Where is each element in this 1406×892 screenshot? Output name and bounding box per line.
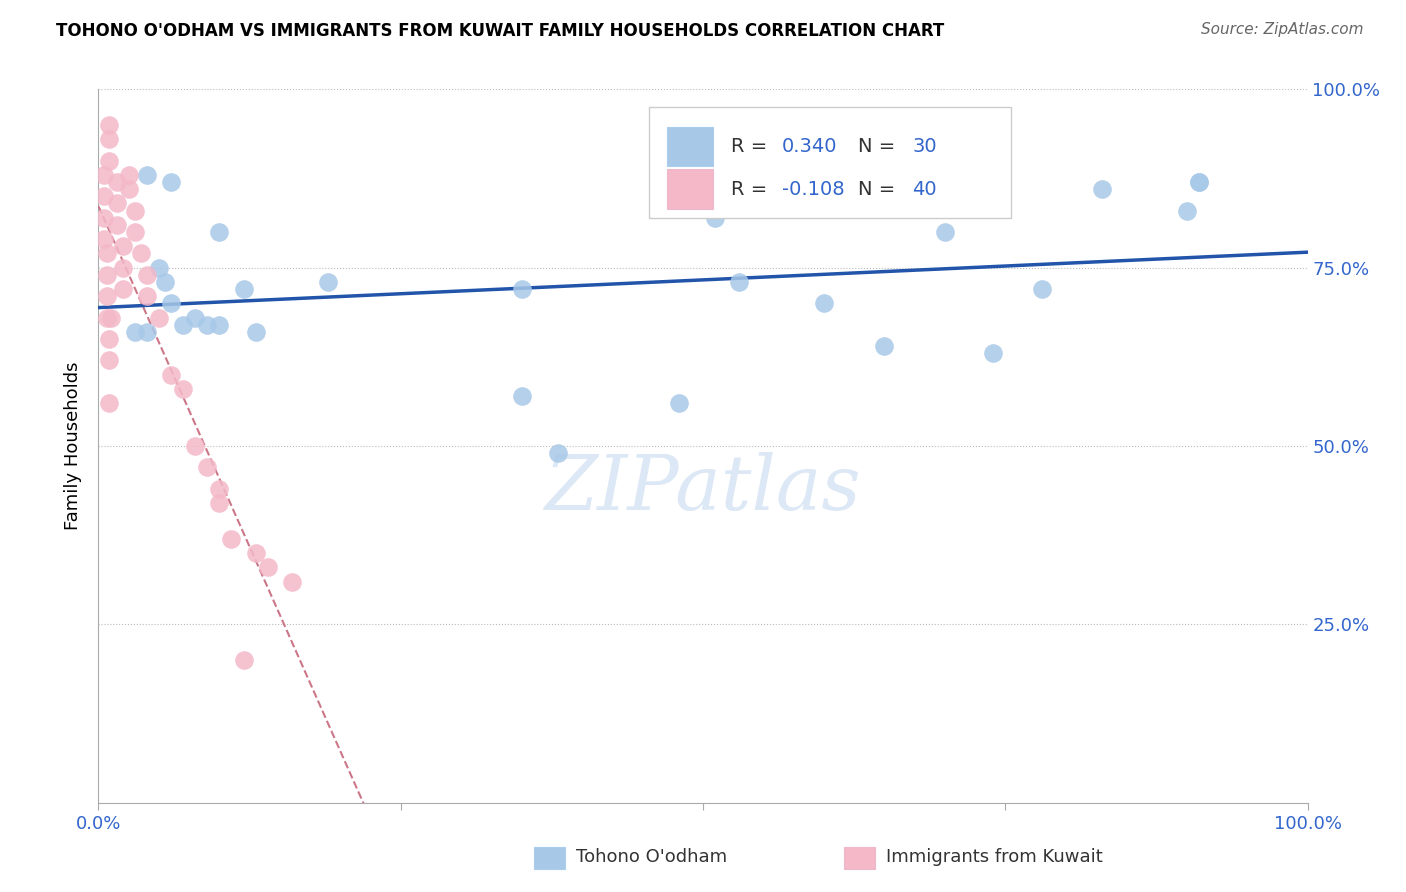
Point	[93, 211, 115, 225]
Point	[98, 353, 121, 368]
Point	[208, 318, 231, 332]
Point	[195, 318, 218, 332]
Text: Immigrants from Kuwait: Immigrants from Kuwait	[886, 848, 1102, 866]
Point	[208, 225, 231, 239]
Point	[111, 260, 134, 275]
Point	[135, 268, 157, 282]
Point	[160, 296, 183, 310]
Text: ZIPatlas: ZIPatlas	[544, 452, 862, 525]
Point	[172, 382, 194, 396]
Text: 0.340: 0.340	[782, 136, 837, 156]
Point	[96, 268, 118, 282]
Text: Tohono O'odham: Tohono O'odham	[576, 848, 727, 866]
Text: Source: ZipAtlas.com: Source: ZipAtlas.com	[1201, 22, 1364, 37]
Point	[129, 246, 152, 260]
Point	[728, 275, 751, 289]
Point	[195, 460, 218, 475]
Point	[96, 289, 118, 303]
Text: N =: N =	[858, 179, 901, 199]
Point	[245, 546, 267, 560]
Point	[1175, 203, 1198, 218]
Point	[981, 346, 1004, 360]
Point	[184, 439, 207, 453]
Point	[510, 389, 533, 403]
Point	[1091, 182, 1114, 196]
Point	[160, 175, 183, 189]
Point	[98, 332, 121, 346]
Point	[221, 532, 243, 546]
Point	[98, 118, 121, 132]
Point	[124, 225, 146, 239]
Point	[1188, 175, 1211, 189]
Point	[232, 282, 254, 296]
Point	[118, 168, 141, 182]
Point	[148, 260, 170, 275]
Point	[153, 275, 176, 289]
Point	[316, 275, 339, 289]
Point	[245, 325, 267, 339]
Point	[510, 282, 533, 296]
Text: R =: R =	[731, 136, 773, 156]
Point	[1188, 175, 1211, 189]
Y-axis label: Family Households: Family Households	[65, 362, 83, 530]
Bar	[648, 107, 1011, 218]
Point	[813, 296, 835, 310]
Text: 30: 30	[912, 136, 936, 156]
Point	[100, 310, 122, 325]
Point	[184, 310, 207, 325]
Point	[172, 318, 194, 332]
Point	[98, 132, 121, 146]
Point	[135, 168, 157, 182]
Point	[208, 496, 231, 510]
Point	[704, 211, 727, 225]
Text: R =: R =	[731, 179, 773, 199]
Point	[148, 310, 170, 325]
Point	[124, 203, 146, 218]
Point	[1031, 282, 1053, 296]
Point	[124, 325, 146, 339]
Text: 40: 40	[912, 179, 936, 199]
Point	[668, 396, 690, 410]
Point	[93, 189, 115, 203]
Point	[96, 310, 118, 325]
Point	[934, 225, 956, 239]
Point	[547, 446, 569, 460]
Point	[105, 218, 128, 232]
Point	[96, 246, 118, 260]
Point	[111, 239, 134, 253]
Point	[93, 168, 115, 182]
Point	[105, 196, 128, 211]
Text: TOHONO O'ODHAM VS IMMIGRANTS FROM KUWAIT FAMILY HOUSEHOLDS CORRELATION CHART: TOHONO O'ODHAM VS IMMIGRANTS FROM KUWAIT…	[56, 22, 945, 40]
Point	[98, 153, 121, 168]
Text: N =: N =	[858, 136, 901, 156]
Point	[232, 653, 254, 667]
Text: -0.108: -0.108	[782, 179, 844, 199]
Point	[873, 339, 896, 353]
Point	[118, 182, 141, 196]
Point	[135, 325, 157, 339]
Point	[111, 282, 134, 296]
Bar	[666, 169, 713, 209]
Point	[256, 560, 278, 574]
Point	[160, 368, 183, 382]
Point	[281, 574, 304, 589]
Point	[93, 232, 115, 246]
Point	[98, 396, 121, 410]
Point	[135, 289, 157, 303]
Bar	[666, 127, 713, 166]
Point	[208, 482, 231, 496]
Point	[105, 175, 128, 189]
